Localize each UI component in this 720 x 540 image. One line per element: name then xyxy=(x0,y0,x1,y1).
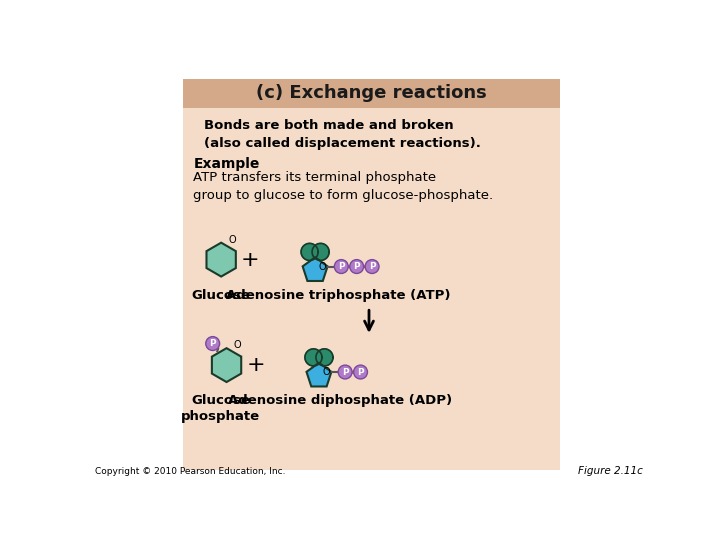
Text: O: O xyxy=(319,261,327,272)
Polygon shape xyxy=(302,257,328,281)
Text: Glucose
phosphate: Glucose phosphate xyxy=(181,394,260,423)
Text: P: P xyxy=(338,262,345,271)
Circle shape xyxy=(354,365,367,379)
Text: O: O xyxy=(323,367,330,377)
Text: Copyright © 2010 Pearson Education, Inc.: Copyright © 2010 Pearson Education, Inc. xyxy=(95,467,285,476)
Text: P: P xyxy=(210,339,216,348)
Text: Glucose: Glucose xyxy=(192,289,251,302)
Text: Adenosine diphosphate (ADP): Adenosine diphosphate (ADP) xyxy=(228,394,453,407)
Text: P: P xyxy=(357,368,364,376)
Text: P: P xyxy=(342,368,348,376)
Text: ATP transfers its terminal phosphate
group to glucose to form glucose-phosphate.: ATP transfers its terminal phosphate gro… xyxy=(194,171,494,202)
Text: (c) Exchange reactions: (c) Exchange reactions xyxy=(256,84,487,102)
Text: O: O xyxy=(228,234,235,245)
Circle shape xyxy=(350,260,364,273)
Bar xyxy=(183,79,560,470)
Circle shape xyxy=(338,365,352,379)
Polygon shape xyxy=(207,242,236,276)
Text: O: O xyxy=(233,340,241,350)
Text: +: + xyxy=(246,355,265,375)
Text: Figure 2.11c: Figure 2.11c xyxy=(578,466,643,476)
Polygon shape xyxy=(212,348,241,382)
Circle shape xyxy=(206,336,220,350)
Text: Bonds are both made and broken
(also called displacement reactions).: Bonds are both made and broken (also cal… xyxy=(204,119,481,150)
Text: Example: Example xyxy=(194,157,260,171)
Text: Adenosine triphosphate (ATP): Adenosine triphosphate (ATP) xyxy=(226,289,451,302)
Polygon shape xyxy=(305,349,322,366)
Text: P: P xyxy=(369,262,375,271)
Text: +: + xyxy=(240,249,259,269)
Polygon shape xyxy=(307,363,331,387)
Polygon shape xyxy=(301,244,318,260)
Bar xyxy=(183,79,560,108)
Circle shape xyxy=(334,260,348,273)
Circle shape xyxy=(365,260,379,273)
Polygon shape xyxy=(312,244,329,260)
Text: P: P xyxy=(354,262,360,271)
Polygon shape xyxy=(316,349,333,366)
